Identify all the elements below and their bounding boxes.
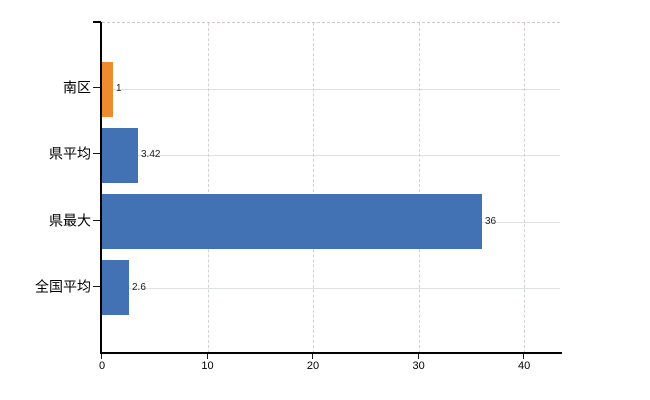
category-label: 県平均 bbox=[49, 145, 91, 162]
category-tick bbox=[93, 153, 100, 155]
x-tick bbox=[312, 354, 314, 359]
category-tick bbox=[93, 87, 100, 89]
horizontal-gridline bbox=[102, 155, 560, 157]
x-tick-label: 30 bbox=[412, 360, 425, 372]
bar bbox=[102, 61, 113, 117]
vertical-gridline bbox=[207, 23, 209, 353]
category-label: 南区 bbox=[63, 79, 91, 96]
bar-value-label: 1 bbox=[116, 83, 122, 95]
bar-value-label: 3.42 bbox=[141, 149, 161, 161]
x-tick-label: 10 bbox=[201, 360, 214, 372]
x-tick-label: 20 bbox=[306, 360, 320, 372]
x-tick bbox=[206, 354, 208, 359]
category-tick bbox=[93, 219, 100, 221]
plot-area: 1 3.42 36 2.6 bbox=[102, 22, 560, 353]
x-tick bbox=[101, 354, 102, 359]
horizontal-gridline bbox=[102, 89, 560, 91]
bar bbox=[102, 194, 482, 250]
x-tick-label: 40 bbox=[517, 360, 531, 372]
vertical-gridline bbox=[418, 23, 420, 353]
category-tick bbox=[93, 285, 100, 287]
bar-value-label: 2.6 bbox=[132, 281, 146, 293]
vertical-gridline bbox=[524, 23, 526, 353]
category-label: 県最大 bbox=[49, 212, 91, 229]
vertical-gridline bbox=[313, 23, 315, 353]
bar-value-label: 36 bbox=[485, 215, 497, 227]
x-axis-line bbox=[100, 352, 562, 354]
bar bbox=[102, 127, 138, 183]
horizontal-gridline bbox=[102, 287, 560, 289]
category-label: 全国平均 bbox=[35, 278, 91, 295]
x-tick bbox=[523, 354, 525, 359]
x-tick-label: 0 bbox=[98, 360, 106, 372]
y-axis-top-tick bbox=[93, 21, 101, 23]
y-axis-line bbox=[100, 22, 102, 354]
bar bbox=[102, 260, 129, 316]
x-tick bbox=[417, 354, 419, 359]
